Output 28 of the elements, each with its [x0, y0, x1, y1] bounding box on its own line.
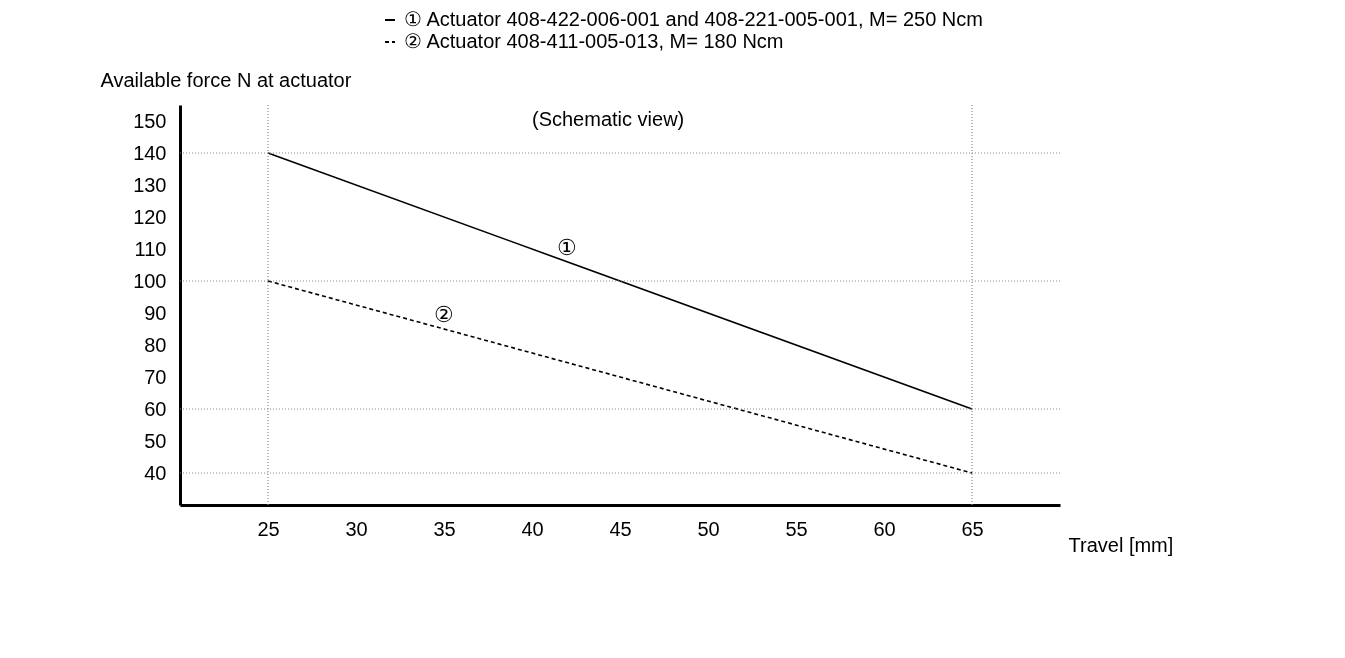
x-tick-label: 25 — [257, 517, 280, 540]
y-tick-label: 70 — [144, 365, 167, 388]
y-tick-label: 110 — [134, 237, 167, 260]
y-tick-label: 50 — [144, 429, 167, 452]
annotation: ① — [557, 234, 578, 260]
y-tick-label: 150 — [133, 109, 167, 132]
x-tick-label: 50 — [697, 517, 720, 540]
y-tick-label: 40 — [144, 461, 167, 484]
legend-label: ② Actuator 408-411-005-013, M= 180 Ncm — [404, 30, 784, 52]
x-tick-label: 45 — [609, 517, 632, 540]
x-tick-label: 30 — [345, 517, 368, 540]
x-tick-label: 60 — [873, 517, 896, 540]
y-tick-label: 120 — [133, 205, 167, 228]
y-tick-label: 130 — [133, 173, 167, 196]
x-tick-label: 55 — [785, 517, 808, 540]
y-tick-label: 140 — [133, 141, 167, 164]
x-axis-title: Travel [mm] — [1068, 533, 1174, 556]
annotation: ② — [434, 302, 454, 327]
y-axis-title: Available force N at actuator — [100, 68, 352, 91]
legend-label: ① Actuator 408-422-006-001 and 408-221-005-001, M= 250 Ncm — [404, 8, 983, 30]
annotation: (Schematic view) — [532, 108, 685, 130]
y-tick-label: 100 — [133, 269, 167, 292]
y-tick-label: 60 — [144, 397, 167, 420]
y-tick-label: 90 — [144, 301, 167, 324]
x-tick-label: 35 — [433, 517, 456, 540]
y-tick-label: 80 — [144, 333, 167, 356]
x-tick-label: 40 — [521, 517, 544, 540]
x-tick-label: 65 — [961, 517, 984, 540]
